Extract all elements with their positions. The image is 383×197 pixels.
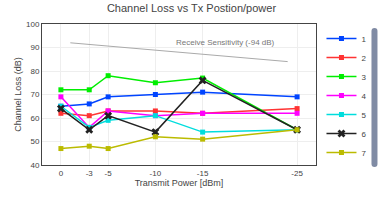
svg-text:40: 40 <box>30 161 39 170</box>
svg-text:7: 7 <box>361 149 366 158</box>
svg-text:-5: -5 <box>105 169 113 178</box>
svg-text:Receive Sensitivity (-94 dB): Receive Sensitivity (-94 dB) <box>176 38 275 47</box>
svg-text:0: 0 <box>59 169 64 178</box>
svg-text:1: 1 <box>361 35 366 44</box>
svg-text:-10: -10 <box>150 169 162 178</box>
svg-text:3: 3 <box>361 73 366 82</box>
svg-text:60: 60 <box>30 114 39 123</box>
svg-text:-15: -15 <box>197 169 209 178</box>
svg-text:70: 70 <box>30 90 39 99</box>
svg-text:-25: -25 <box>291 169 303 178</box>
svg-text:100: 100 <box>26 20 40 29</box>
svg-text:6: 6 <box>361 130 366 139</box>
svg-text:Channel Loss vs Tx Postion/pow: Channel Loss vs Tx Postion/power <box>107 2 276 14</box>
svg-text:5: 5 <box>361 111 366 120</box>
svg-text:Transmit Power [dBm]: Transmit Power [dBm] <box>135 178 224 188</box>
svg-text:2: 2 <box>361 54 366 63</box>
svg-text:50: 50 <box>30 137 39 146</box>
svg-text:Channel Loss (dB): Channel Loss (dB) <box>13 57 23 132</box>
svg-text:80: 80 <box>30 67 39 76</box>
svg-text:90: 90 <box>30 43 39 52</box>
svg-text:4: 4 <box>361 92 366 101</box>
svg-text:-3: -3 <box>86 169 94 178</box>
